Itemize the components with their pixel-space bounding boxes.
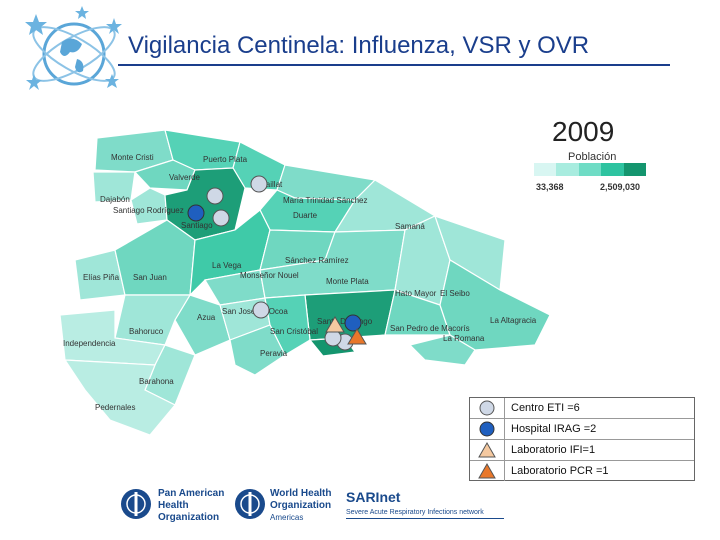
province-label: Duarte: [293, 211, 318, 220]
legend-row-laboratorio-ifi: Laboratorio IFI=1: [470, 440, 694, 461]
population-color-scale: [534, 163, 647, 176]
laboratorio-ifi-marker: [325, 316, 345, 333]
scale-step-2: [556, 163, 579, 176]
province-label: Sánchez Ramírez: [285, 256, 349, 265]
province-shape: [114, 294, 192, 346]
province-label: Bahoruco: [129, 327, 164, 336]
province-label: Peravia: [260, 349, 288, 358]
province-shape: [408, 334, 476, 366]
dominican-republic-map: Monte Cristi Puerto Plata Valverde Espai…: [59, 129, 551, 436]
legend-row-hospital-irag: Hospital IRAG =2: [470, 419, 694, 440]
hospital-irag-marker: [187, 204, 205, 222]
province-label: Dajabón: [100, 195, 130, 204]
province-label: Santiago: [181, 221, 213, 230]
sarinet-logo: SARInet Severe Acute Respiratory Infecti…: [346, 489, 504, 519]
paho-line1: Pan American: [158, 488, 224, 499]
centro-eti-marker: [212, 209, 230, 227]
province-label: El Seibo: [440, 289, 470, 298]
province-label: Monte Cristi: [111, 153, 154, 162]
laboratorio-pcr-marker: [347, 328, 367, 345]
population-legend-title: Población: [568, 151, 617, 163]
province-label: Monseñor Nouel: [240, 271, 299, 280]
province-label: María Trinidad Sánchez: [283, 196, 368, 205]
province-label: Barahona: [139, 377, 174, 386]
legend-row-laboratorio-pcr: Laboratorio PCR =1: [470, 461, 694, 481]
province-label: Monte Plata: [326, 277, 369, 286]
province-label: La Altagracia: [490, 316, 537, 325]
who-line3: Americas: [270, 513, 303, 522]
province-label: Valverde: [169, 173, 201, 182]
paho-logo: Pan American Health Organization: [121, 488, 224, 523]
scale-step-4: [601, 163, 624, 176]
scale-step-3: [578, 163, 602, 176]
province-shape: [229, 324, 286, 376]
light-circle-icon: [479, 400, 495, 416]
population-min: 33,368: [536, 182, 564, 192]
province-label: La Romana: [443, 334, 485, 343]
sarinet-name: SARInet: [346, 489, 401, 505]
province-label: Espaillat: [252, 180, 283, 189]
province-shape: [304, 289, 396, 341]
legend-label: Laboratorio IFI=1: [511, 444, 596, 456]
province-shape: [63, 359, 176, 436]
page-title: Vigilancia Centinela: Influenza, VSR y O…: [128, 32, 590, 59]
province-label: San Juan: [133, 273, 167, 282]
scale-step-1: [534, 163, 557, 176]
province-label: Elías Piña: [83, 273, 120, 282]
footer-logos: Pan American Health Organization World H…: [121, 488, 504, 523]
hospital-irag-marker: [344, 314, 362, 332]
province-shape: [114, 219, 196, 296]
year-label: 2009: [552, 116, 615, 147]
who-line1: World Health: [270, 488, 331, 499]
province-label: Hato Mayor: [395, 289, 437, 298]
sarinet-desc: Severe Acute Respiratory Infections netw…: [346, 509, 484, 516]
blue-circle-icon: [479, 421, 495, 437]
centro-eti-marker: [252, 301, 270, 319]
who-line2: Organization: [270, 500, 331, 511]
paho-line2: Health: [158, 500, 189, 511]
province-label: Samaná: [395, 222, 425, 231]
legend-label: Laboratorio PCR =1: [511, 465, 609, 477]
scale-step-5: [623, 163, 647, 176]
orange-triangle-icon: [478, 462, 496, 479]
province-shape: [264, 294, 311, 356]
title-underline: [118, 64, 670, 66]
who-logo: World Health Organization Americas: [235, 488, 331, 522]
province-label: La Vega: [212, 261, 242, 270]
province-label: Puerto Plata: [203, 155, 248, 164]
province-label: Azua: [197, 313, 216, 322]
centro-eti-marker: [206, 187, 224, 205]
legend-row-centro-eti: Centro ETI =6: [470, 398, 694, 419]
legend-label: Hospital IRAG =2: [511, 423, 597, 435]
globe-stars-logo: [25, 6, 122, 90]
province-label: Pedernales: [95, 403, 135, 412]
province-label: Independencia: [63, 339, 116, 348]
legend-label: Centro ETI =6: [511, 402, 580, 414]
province-label: San Pedro de Macorís: [390, 324, 470, 333]
light-triangle-icon: [478, 441, 496, 458]
population-max: 2,509,030: [600, 182, 641, 192]
centro-eti-marker: [250, 175, 268, 193]
province-label: Santiago Rodríguez: [113, 206, 184, 215]
site-type-legend: Centro ETI =6 Hospital IRAG =2 Laborator…: [469, 397, 695, 481]
province-label: San Cristóbal: [270, 327, 318, 336]
paho-line3: Organization: [158, 512, 219, 523]
